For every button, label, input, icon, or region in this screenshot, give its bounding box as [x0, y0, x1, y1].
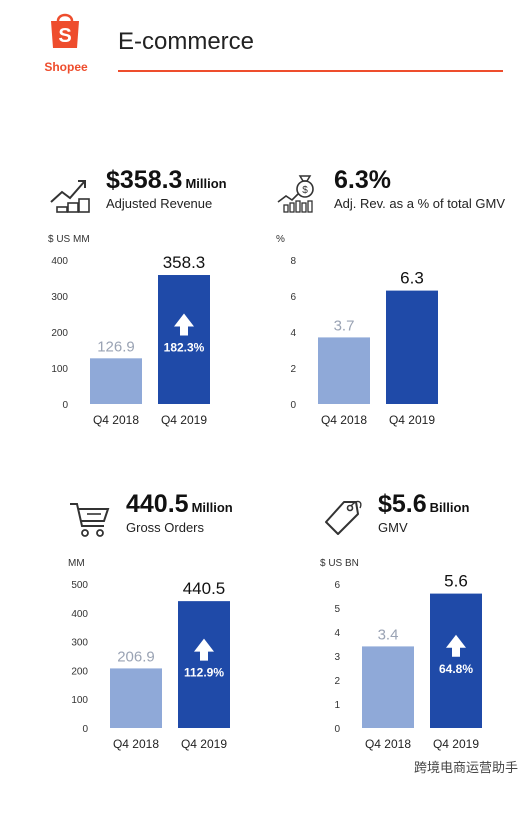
chart-adj-rev-percent: % 0 2 4 6 8 3.7 Q4 2018 6.3 Q4 2019 — [276, 234, 438, 427]
axis-unit-label: $ US MM — [48, 234, 90, 245]
kpi-value-row: $5.6 Billion — [378, 490, 469, 519]
y-tick-label: 2 — [290, 364, 296, 375]
y-tick-label: 4 — [290, 328, 296, 339]
growth-label: 112.9% — [184, 666, 224, 680]
up-arrow-icon — [194, 638, 214, 661]
shopping-cart-icon — [70, 503, 110, 537]
y-tick-label: 400 — [71, 609, 88, 620]
kpi-value-row: $358.3 Million — [106, 166, 227, 195]
y-tick-label: 8 — [290, 256, 296, 267]
bar-q4-2018 — [110, 668, 162, 728]
category-label: Q4 2018 — [113, 737, 159, 751]
y-tick-label: 200 — [71, 666, 88, 677]
y-tick-label: 0 — [290, 400, 296, 411]
y-tick-label: 0 — [62, 400, 68, 411]
y-tick-label: 100 — [71, 695, 88, 706]
panel-gross-orders: 440.5 Million Gross Orders MM 0 100 200 300 40… — [68, 490, 318, 816]
value-label: 440.5 — [183, 579, 226, 598]
y-tick-label: 2 — [334, 676, 340, 687]
category-label: Q4 2019 — [181, 737, 227, 751]
kpi-caption: Adj. Rev. as a % of total GMV — [334, 196, 505, 211]
axis-unit-label: MM — [68, 558, 85, 569]
logo-text: Shopee — [44, 60, 88, 74]
bar-q4-2019 — [430, 593, 482, 728]
bar-q4-2018 — [318, 337, 370, 404]
value-label: 126.9 — [97, 338, 135, 355]
y-tick-label: 3 — [334, 652, 340, 663]
y-tick-label: 0 — [334, 724, 340, 735]
y-tick-label: 5 — [334, 604, 340, 615]
chart-gmv: $ US BN 0 1 2 3 4 5 6 3.4 Q4 2018 5.6 Q4 2019 64.8% — [320, 558, 482, 751]
category-label: Q4 2019 — [161, 413, 207, 427]
value-label: 6.3 — [400, 269, 424, 288]
svg-text:$: $ — [302, 185, 308, 196]
growth-label: 64.8% — [439, 662, 473, 676]
kpi-caption: GMV — [378, 520, 408, 535]
y-tick-label: 4 — [334, 628, 340, 639]
kpi-value: 6.3% — [334, 166, 391, 194]
chart-adjusted-revenue: $ US MM 0 100 200 300 400 126.9 Q4 2018 358.3 Q4 … — [48, 234, 210, 427]
y-tick-label: 1 — [334, 700, 340, 711]
y-tick-label: 400 — [51, 256, 68, 267]
y-tick-label: 6 — [334, 580, 340, 591]
page-title: E-commerce — [118, 28, 255, 55]
category-label: Q4 2018 — [321, 413, 367, 427]
y-tick-label: 300 — [51, 292, 68, 303]
panel-adjusted-revenue: $358.3 Million Adjusted Revenue $ US MM 0 1… — [48, 166, 298, 492]
chart-gross-orders: MM 0 100 200 300 400 500 206.9 Q4 2018 440.5 Q4 20… — [68, 558, 230, 751]
value-label: 5.6 — [444, 572, 468, 591]
growth-label: 182.3% — [164, 341, 205, 355]
bar-q4-2018 — [362, 646, 414, 728]
value-label: 3.7 — [334, 317, 355, 334]
category-label: Q4 2018 — [365, 737, 411, 751]
category-label: Q4 2019 — [433, 737, 479, 751]
watermark-text: 跨境电商运营助手 — [413, 760, 518, 775]
revenue-growth-icon — [50, 180, 90, 213]
price-tag-icon — [325, 500, 362, 535]
axis-unit-label: $ US BN — [320, 558, 359, 569]
panel-adj-rev-percent: $ 6.3% Adj. Rev. as a % of total GMV % 0 2… — [276, 166, 526, 492]
kpi-value-row: 6.3% — [334, 166, 394, 195]
axis-unit-label: % — [276, 234, 285, 245]
bar-q4-2018 — [90, 358, 142, 404]
up-arrow-icon — [174, 313, 194, 336]
y-tick-label: 0 — [82, 724, 88, 735]
bar-q4-2019 — [386, 290, 438, 404]
category-label: Q4 2019 — [389, 413, 435, 427]
panel-gmv: $5.6 Billion GMV $ US BN 0 1 2 3 4 5 6 3.4 Q4 2018… — [320, 490, 528, 816]
up-arrow-icon — [446, 634, 466, 657]
kpi-value: 440.5 — [126, 490, 189, 518]
value-label: 358.3 — [163, 253, 206, 272]
svg-text:S: S — [58, 25, 71, 47]
category-label: Q4 2018 — [93, 413, 139, 427]
header: S Shopee E-commerce — [0, 0, 528, 80]
kpi-unit: Billion — [429, 500, 470, 515]
kpi-unit: Million — [185, 176, 227, 191]
shopping-bag-icon: S — [51, 13, 79, 48]
value-label: 206.9 — [117, 648, 155, 665]
kpi-value-row: 440.5 Million — [126, 490, 233, 519]
kpi-caption: Adjusted Revenue — [106, 196, 213, 211]
kpi-unit: Million — [191, 500, 233, 515]
y-tick-label: 200 — [51, 328, 68, 339]
y-tick-label: 300 — [71, 638, 88, 649]
y-tick-label: 100 — [51, 364, 68, 375]
bar-q4-2019 — [178, 601, 230, 728]
bar-q4-2019 — [158, 275, 210, 404]
y-tick-label: 500 — [71, 580, 88, 591]
kpi-value: $358.3 — [106, 166, 183, 194]
shopee-logo: S Shopee — [38, 6, 94, 74]
value-label: 3.4 — [378, 626, 399, 643]
money-bag-chart-icon: $ — [277, 175, 314, 213]
title-divider — [118, 70, 503, 72]
kpi-value: $5.6 — [378, 490, 427, 518]
y-tick-label: 6 — [290, 292, 296, 303]
kpi-caption: Gross Orders — [126, 520, 205, 535]
